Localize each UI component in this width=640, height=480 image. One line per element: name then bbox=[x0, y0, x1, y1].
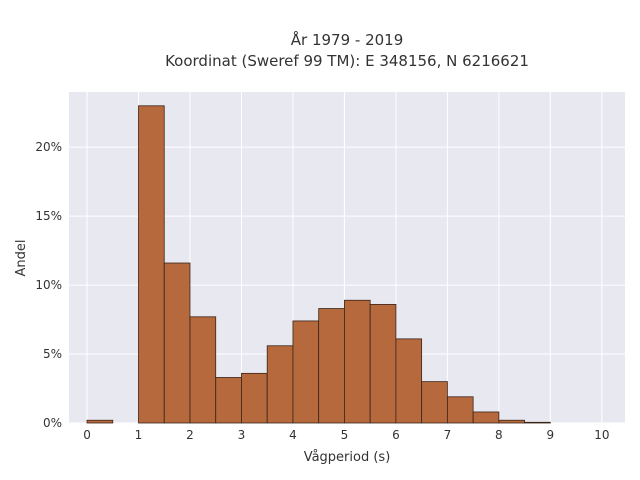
chart-title-line-1: År 1979 - 2019 bbox=[291, 30, 404, 49]
x-tick-label-0: 0 bbox=[83, 428, 91, 442]
x-axis-label: Vågperiod (s) bbox=[304, 450, 391, 465]
histogram-bar-3 bbox=[163, 262, 191, 424]
histogram-bar-5 bbox=[215, 377, 242, 424]
x-tick-label-8: 8 bbox=[495, 428, 503, 442]
y-tick-label-3: 15% bbox=[35, 209, 62, 223]
x-tick-label-10: 10 bbox=[594, 428, 609, 442]
x-tick-label-4: 4 bbox=[289, 428, 297, 442]
histogram-bar-0 bbox=[86, 419, 114, 424]
histogram-bar-10 bbox=[344, 299, 371, 424]
x-tick-label-3: 3 bbox=[238, 428, 246, 442]
histogram-bar-15 bbox=[472, 411, 500, 424]
y-tick-label-2: 10% bbox=[35, 278, 62, 292]
histogram-bar-12 bbox=[395, 338, 423, 424]
chart-title-line-2: Koordinat (Sweref 99 TM): E 348156, N 62… bbox=[165, 52, 529, 70]
histogram-bar-8 bbox=[292, 320, 320, 424]
y-tick-label-0: 0% bbox=[43, 416, 62, 430]
histogram-bar-6 bbox=[241, 372, 268, 424]
y-tick-label-1: 5% bbox=[43, 347, 62, 361]
x-tick-label-7: 7 bbox=[444, 428, 452, 442]
x-tick-label-2: 2 bbox=[186, 428, 194, 442]
histogram-bar-4 bbox=[189, 316, 217, 424]
x-tick-label-5: 5 bbox=[341, 428, 349, 442]
histogram-bar-16 bbox=[498, 419, 526, 424]
histogram-bar-17 bbox=[524, 421, 551, 424]
y-axis-label: Andel bbox=[14, 240, 29, 277]
x-tick-label-9: 9 bbox=[547, 428, 555, 442]
histogram-bar-14 bbox=[446, 396, 474, 424]
histogram-bar-7 bbox=[266, 345, 294, 424]
y-tick-labels: 0% 5% 10% 15% 20% bbox=[35, 140, 62, 430]
y-tick-label-4: 20% bbox=[35, 140, 62, 154]
x-tick-label-1: 1 bbox=[135, 428, 143, 442]
histogram-bar-13 bbox=[421, 381, 448, 424]
histogram-bar-2 bbox=[138, 105, 165, 424]
histogram-bars bbox=[86, 105, 551, 424]
histogram-bar-11 bbox=[369, 303, 397, 424]
x-tick-label-6: 6 bbox=[392, 428, 400, 442]
x-tick-labels: 0 1 2 3 4 5 6 7 8 9 10 bbox=[83, 428, 609, 442]
histogram-bar-9 bbox=[318, 308, 345, 424]
